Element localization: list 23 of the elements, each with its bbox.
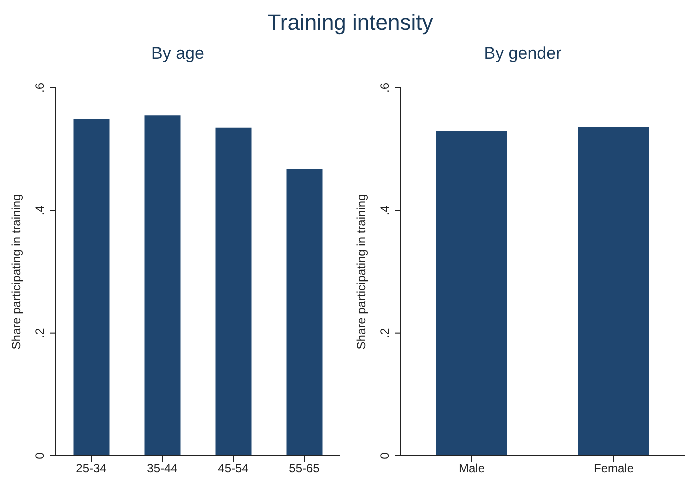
- y-tick-label: .6: [378, 82, 392, 94]
- x-tick-label: 35-44: [147, 462, 178, 476]
- x-tick-label: 45-54: [218, 462, 250, 476]
- x-tick-label: Female: [594, 462, 634, 476]
- chart-title: Training intensity: [266, 9, 434, 37]
- chart-subtitle: By gender: [483, 44, 563, 65]
- chart-subtitle: By age: [150, 44, 206, 65]
- bar: [74, 119, 110, 456]
- y-tick-label: .4: [378, 205, 392, 216]
- y-tick-label: 0: [378, 452, 392, 460]
- bar: [216, 128, 252, 456]
- x-tick-label: Male: [458, 462, 486, 476]
- y-tick-label: 0: [33, 452, 47, 460]
- x-tick-label: 55-65: [289, 462, 320, 476]
- x-tick-label: 25-34: [76, 462, 108, 476]
- y-tick-label: .2: [33, 328, 47, 338]
- bar: [286, 168, 323, 456]
- y-axis-title: Share participating in training: [9, 194, 24, 350]
- bar: [144, 116, 181, 456]
- y-tick-label: .2: [378, 328, 392, 338]
- y-axis-title: Share participating in training: [354, 194, 368, 350]
- y-tick-label: .4: [33, 205, 47, 216]
- y-tick-label: .6: [33, 82, 47, 94]
